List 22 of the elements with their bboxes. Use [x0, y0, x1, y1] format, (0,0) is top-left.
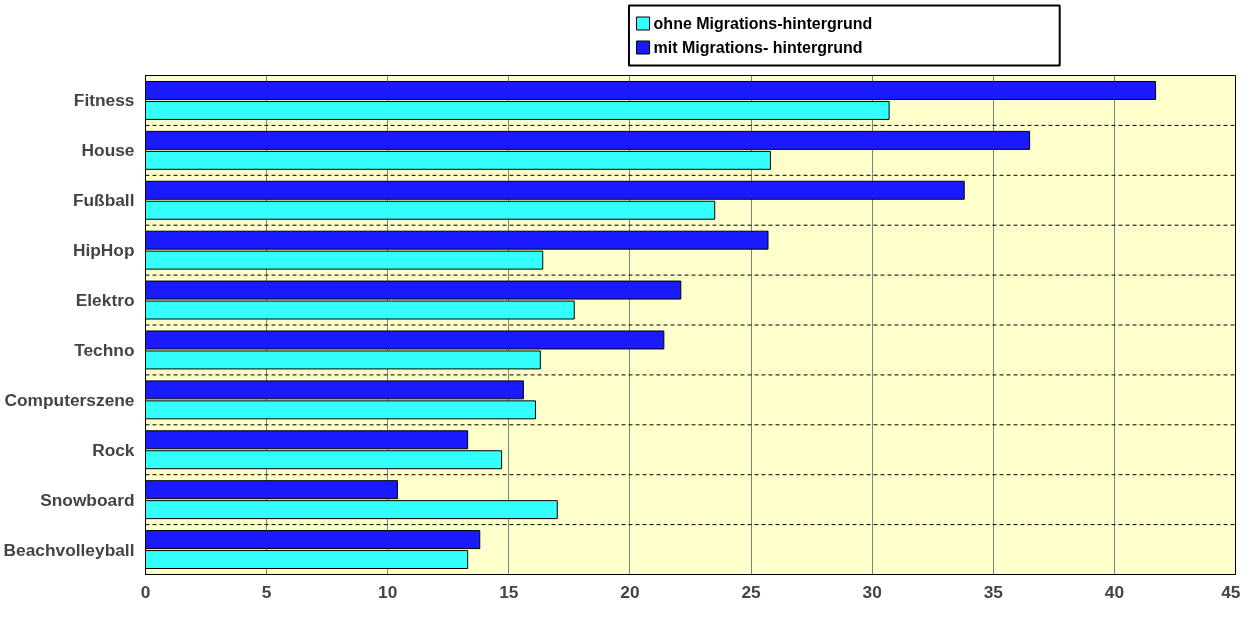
y-tick-label: House — [81, 140, 135, 161]
x-tick-label: 35 — [983, 581, 1004, 602]
y-tick-label: Snowboard — [40, 489, 135, 510]
y-tick-label: Techno — [74, 339, 135, 360]
y-tick-label: Computerszene — [4, 389, 135, 410]
y-tick-label: Beachvolleyball — [3, 539, 135, 560]
legend-label: mit Migrations- hintergrund — [653, 39, 863, 56]
x-tick-label: 20 — [620, 581, 640, 602]
y-tick-label: HipHop — [72, 240, 135, 261]
x-tick-label: 15 — [499, 581, 519, 602]
x-tick-label: 5 — [261, 581, 272, 602]
x-tick-label: 30 — [862, 581, 882, 602]
x-tick-label: 45 — [1221, 581, 1241, 602]
y-tick-label: Fußball — [72, 190, 135, 211]
y-tick-label: Elektro — [75, 290, 135, 311]
x-tick-label: 0 — [140, 581, 151, 602]
x-tick-label: 25 — [741, 581, 762, 602]
x-tick-label: 40 — [1104, 581, 1125, 602]
x-tick-label: 10 — [378, 581, 398, 602]
legend-label: ohne Migrations-hintergrund — [653, 15, 873, 32]
y-tick-label: Fitness — [73, 90, 135, 111]
y-tick-label: Rock — [92, 439, 135, 460]
